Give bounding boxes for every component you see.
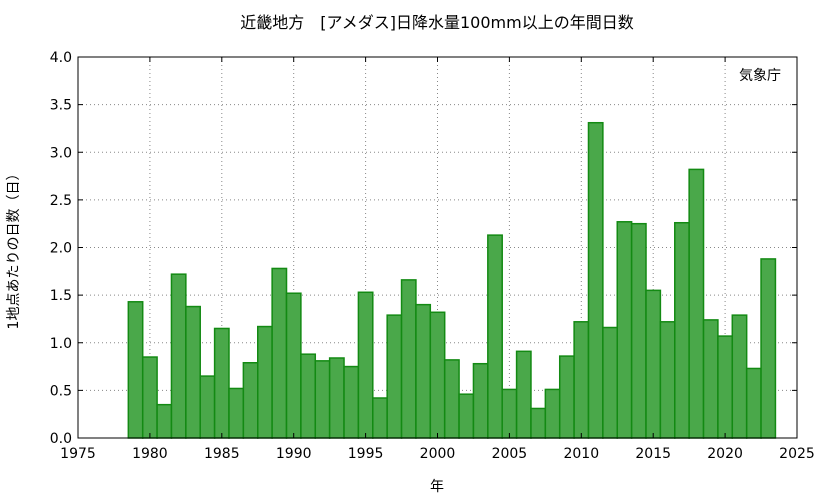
x-tick-label: 2020 [707,446,743,462]
y-tick-label: 4.0 [50,50,72,66]
bar-1993 [328,357,345,439]
x-tick-label: 1985 [204,446,240,462]
bar-2014 [630,222,647,439]
x-tick-label: 1995 [348,446,384,462]
bar-1986 [228,387,245,439]
bar-2001 [443,359,460,439]
x-axis-label: 年 [430,479,444,495]
bar-1991 [300,353,317,439]
bar-2006 [515,350,532,439]
bar-1982 [170,273,187,439]
bar-2018 [688,168,705,439]
bar-2011 [587,121,604,439]
chart-title: 近畿地方 [アメダス]日降水量100mm以上の年間日数 [240,13,633,32]
bar-2020 [717,335,734,439]
y-axis-label: 1地点あたりの日数（日） [6,167,22,330]
bar-2007 [530,407,547,439]
y-tick-label: 2.0 [50,241,72,257]
bar-1999 [415,303,432,439]
bar-1988 [257,325,273,439]
bar-1992 [314,360,331,439]
x-tick-label: 2005 [492,446,528,462]
bar-2015 [645,289,662,439]
bar-2010 [573,321,590,439]
bar-2022 [745,367,762,439]
bar-1980 [141,356,158,439]
bar-1989 [271,267,288,439]
bar-1996 [372,397,388,439]
bar-2019 [702,319,719,439]
x-tick-label: 2000 [420,446,456,462]
bar-1981 [156,403,173,439]
x-tick-label: 1980 [132,446,168,462]
bar-2003 [472,362,489,439]
bar-2004 [487,234,503,439]
bar-1985 [213,327,230,439]
y-tick-label: 3.0 [50,145,72,161]
bar-2016 [659,321,676,439]
bar-1998 [400,279,417,439]
y-tick-label: 2.5 [50,193,72,209]
bar-2012 [602,326,618,439]
x-tick-label: 1975 [60,446,96,462]
bar-1997 [386,314,403,439]
y-tick-label: 3.5 [50,98,72,114]
x-tick-label: 1990 [276,446,312,462]
y-tick-label: 1.5 [50,288,72,304]
y-tick-label: 1.0 [50,336,72,352]
bar-2005 [501,388,518,439]
bar-1983 [185,305,201,439]
bar-1995 [357,291,374,439]
x-tick-label: 2025 [779,446,815,462]
bar-1979 [127,301,144,439]
bar-1984 [199,375,216,439]
bar-2023 [760,258,777,439]
bar-2009 [558,355,575,439]
bar-2021 [731,314,748,439]
x-tick-label: 2015 [635,446,671,462]
bar-2000 [429,311,446,439]
bar-2013 [616,221,633,439]
bar-1987 [242,362,259,439]
x-tick-label: 2010 [563,446,599,462]
bar-2008 [544,388,561,439]
bar-1994 [343,365,360,439]
bar-2017 [674,221,690,439]
bar-1990 [285,292,302,439]
bar-2002 [458,393,475,439]
y-tick-label: 0.0 [50,431,72,447]
source-annotation: 気象庁 [739,68,781,84]
axis-ticks: 0.0 0.5 1.0 1.5 2.0 2.5 3.0 3.5 4.0 1975 1980 1985 1… [50,50,815,462]
y-tick-label: 0.5 [50,383,72,399]
